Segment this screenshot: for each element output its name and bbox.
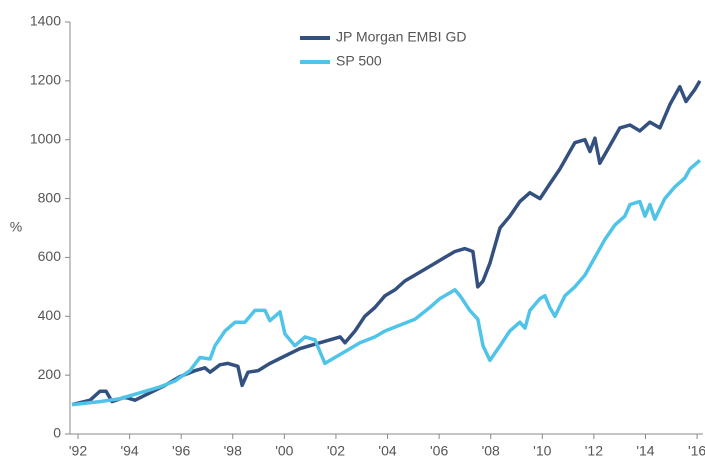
line [71,80,702,407]
x-tick-label: '16 [688,443,705,459]
line [71,158,702,407]
x-tick-label: '96 [172,443,190,459]
x-tick-label: '08 [482,443,500,459]
x-tick-label: '06 [430,443,448,459]
y-tick-label: 0 [53,425,61,441]
legend-label: JP Morgan EMBI GD [336,29,466,45]
y-tick-label: 1400 [30,13,61,29]
x-tick-label: '92 [69,443,87,459]
x-tick-label: '02 [327,443,345,459]
x-tick-label: '10 [533,443,551,459]
y-tick-label: 800 [38,189,62,205]
y-tick-label: 600 [38,248,62,264]
y-tick-label: 400 [38,307,62,323]
x-tick-label: '14 [636,443,654,459]
y-axis-label: % [10,219,22,235]
y-tick-label: 1000 [30,130,61,146]
x-tick-label: '12 [585,443,603,459]
x-tick-label: '00 [275,443,293,459]
y-tick-label: 1200 [30,72,61,88]
y-tick-label: 200 [38,366,62,382]
x-tick-label: '94 [120,443,138,459]
x-tick-label: '98 [224,443,242,459]
legend-label: SP 500 [336,53,382,69]
x-tick-label: '04 [378,443,396,459]
